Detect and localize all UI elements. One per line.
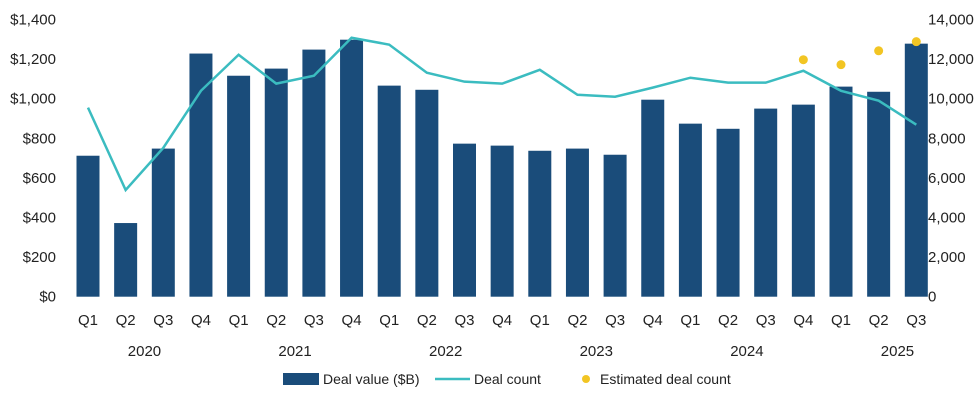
bar xyxy=(791,104,815,297)
bar xyxy=(189,53,213,297)
bar xyxy=(76,155,100,297)
bar xyxy=(603,154,627,297)
left-tick-label: $800 xyxy=(23,130,56,147)
quarter-label: Q2 xyxy=(417,312,437,329)
quarter-label: Q3 xyxy=(906,312,926,329)
quarter-label: Q3 xyxy=(454,312,474,329)
quarter-label: Q2 xyxy=(869,312,889,329)
quarter-label: Q1 xyxy=(78,312,98,329)
bar xyxy=(415,89,439,297)
year-label: 2025 xyxy=(881,343,914,360)
quarter-label: Q2 xyxy=(266,312,286,329)
legend-swatch-deal-value xyxy=(283,373,319,385)
bar xyxy=(264,68,288,297)
quarter-label: Q1 xyxy=(229,312,249,329)
bar xyxy=(641,99,665,297)
bar xyxy=(528,150,552,297)
left-tick-label: $1,200 xyxy=(10,51,56,68)
bar xyxy=(377,85,401,297)
year-label: 2020 xyxy=(128,343,161,360)
deal-count-line xyxy=(86,36,917,193)
quarter-label: Q2 xyxy=(718,312,738,329)
bar xyxy=(453,143,476,297)
quarter-label: Q2 xyxy=(116,312,136,329)
bar xyxy=(716,128,740,297)
left-tick-label: $0 xyxy=(39,289,56,306)
legend-label-deal-value: Deal value ($B) xyxy=(323,371,420,387)
year-label: 2021 xyxy=(278,343,311,360)
left-tick-label: $1,000 xyxy=(10,91,56,108)
quarter-label: Q1 xyxy=(379,312,399,329)
bar xyxy=(904,43,928,297)
quarter-label: Q1 xyxy=(530,312,550,329)
left-tick-label: $200 xyxy=(23,249,56,266)
bar xyxy=(678,123,702,297)
quarter-label: Q3 xyxy=(304,312,324,329)
legend-label-deal-count: Deal count xyxy=(474,371,541,387)
bar xyxy=(151,148,175,297)
quarter-label: Q4 xyxy=(342,312,362,329)
left-axis: $0 $200 $400 $600 $800 $1,000 $1,200 $1,400 xyxy=(10,12,56,306)
quarter-label: Q3 xyxy=(153,312,173,329)
bar xyxy=(227,75,251,297)
left-tick-label: $600 xyxy=(23,170,56,187)
quarter-label: Q4 xyxy=(793,312,813,329)
bar xyxy=(302,49,326,297)
right-tick-label: 10,000 xyxy=(928,91,974,108)
estimated-dot xyxy=(798,55,808,65)
legend-swatch-estimated xyxy=(582,375,590,383)
estimated-dot xyxy=(836,60,846,70)
right-tick-label: 6,000 xyxy=(928,170,966,187)
bar xyxy=(114,223,138,297)
right-tick-label: 2,000 xyxy=(928,249,966,266)
bar xyxy=(565,148,589,297)
quarter-label: Q3 xyxy=(605,312,625,329)
bar xyxy=(829,86,853,297)
quarter-label: Q4 xyxy=(643,312,663,329)
left-tick-label: $1,400 xyxy=(10,12,56,29)
right-tick-label: 12,000 xyxy=(928,51,974,68)
bar xyxy=(490,145,514,297)
x-axis: Q1 Q2 Q3 Q4 Q1 Q2 Q3 Q4 Q1 Q2 Q3 Q4 Q1 Q2 Q3 Q4 Q1 Q2 Q3 Q4… xyxy=(78,312,926,360)
estimated-dots xyxy=(798,37,921,70)
quarter-label: Q2 xyxy=(567,312,587,329)
left-tick-label: $400 xyxy=(23,210,56,227)
year-label: 2022 xyxy=(429,343,462,360)
right-tick-label: 8,000 xyxy=(928,130,966,147)
deal-count-line-group xyxy=(86,36,917,193)
right-tick-label: 0 xyxy=(928,289,936,306)
estimated-dot xyxy=(911,37,921,47)
quarter-label: Q1 xyxy=(680,312,700,329)
quarter-label: Q4 xyxy=(191,312,211,329)
bar xyxy=(754,108,778,297)
legend-label-estimated: Estimated deal count xyxy=(600,371,731,387)
year-label: 2023 xyxy=(580,343,613,360)
bar xyxy=(867,91,891,297)
quarter-label: Q1 xyxy=(831,312,851,329)
right-tick-label: 14,000 xyxy=(928,12,974,29)
estimated-dot xyxy=(874,46,884,56)
bar xyxy=(340,39,364,297)
bars xyxy=(76,39,928,297)
legend: Deal value ($B) Deal count Estimated deal … xyxy=(283,371,731,387)
year-label: 2024 xyxy=(730,343,763,360)
quarter-label: Q4 xyxy=(492,312,512,329)
quarter-label: Q3 xyxy=(756,312,776,329)
right-tick-label: 4,000 xyxy=(928,210,966,227)
right-axis: 0 2,000 4,000 6,000 8,000 10,000 12,000 14,000 xyxy=(928,12,974,306)
